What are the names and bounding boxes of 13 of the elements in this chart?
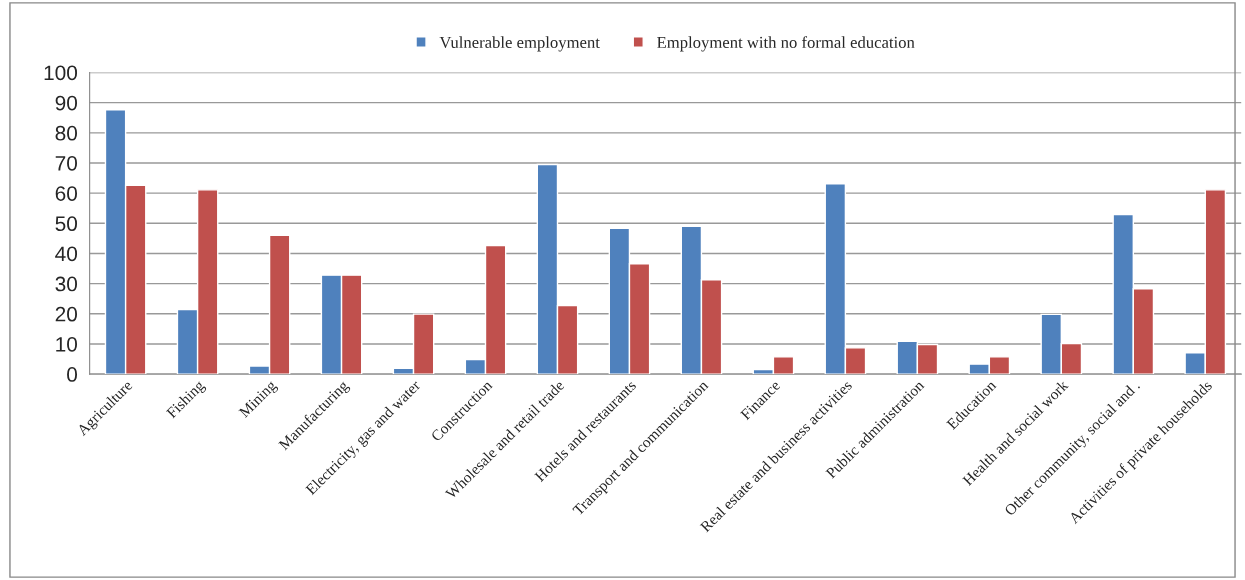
y-tick-label: 30	[55, 276, 78, 292]
y-tick-label: 100	[44, 65, 78, 81]
y-tick-label: 90	[55, 95, 78, 111]
y-tick-label: 60	[55, 186, 78, 201]
y-tick-label: 10	[56, 336, 78, 352]
legend-label: Vulnerable employment	[439, 36, 600, 52]
y-tick-label: 50	[55, 216, 78, 232]
y-tick-label: 20	[55, 306, 78, 322]
y-tick-label: 70	[55, 155, 78, 171]
legend-label: Employment with no formal education	[657, 36, 915, 52]
y-tick-label: 0	[67, 367, 78, 382]
y-tick-label: 40	[55, 246, 78, 262]
y-tick-label: 80	[55, 125, 78, 141]
